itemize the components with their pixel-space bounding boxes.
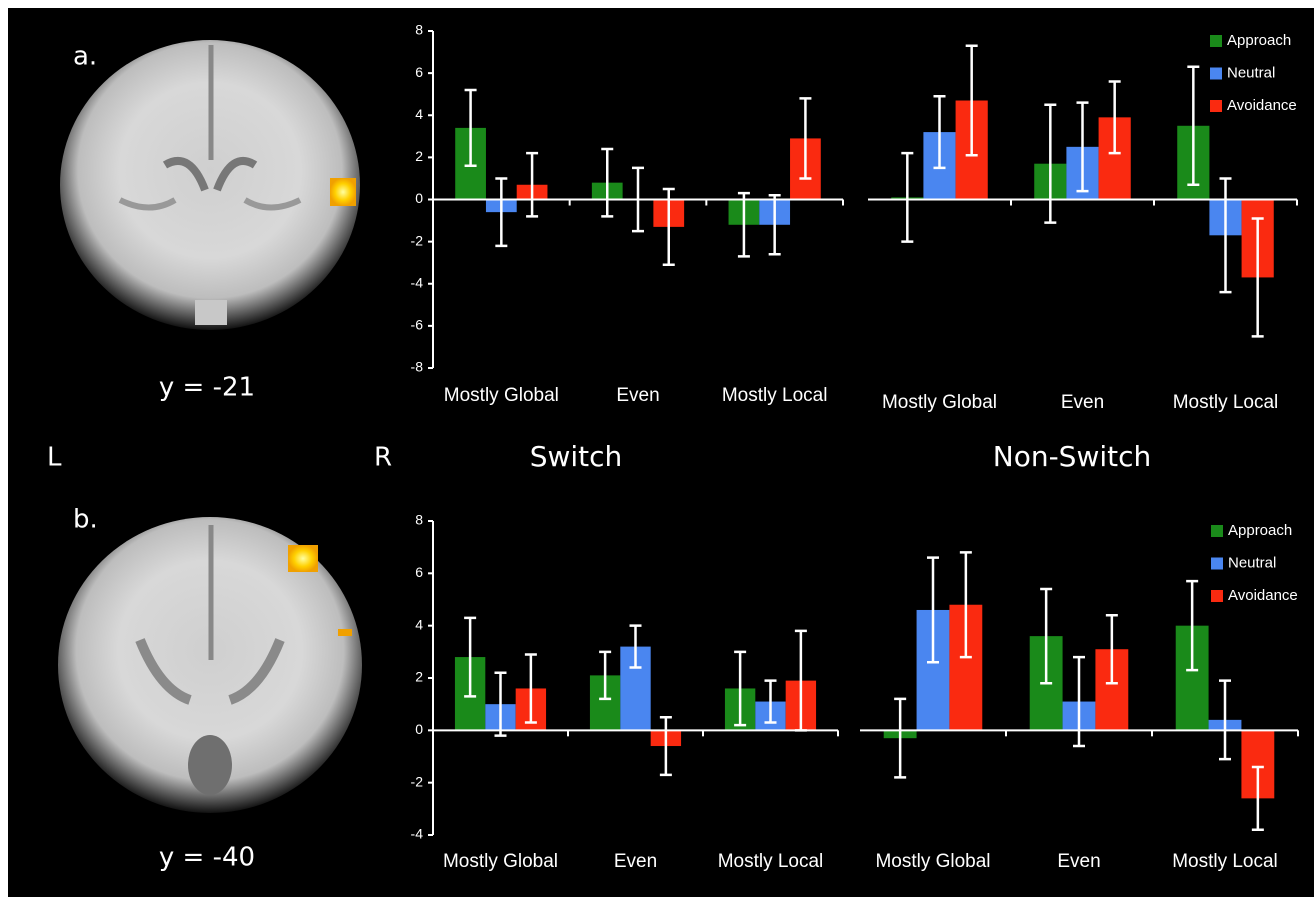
x-tick-label: Mostly Local	[718, 851, 824, 872]
y-tick-label: -4	[411, 826, 424, 842]
x-tick-label: Mostly Local	[1173, 392, 1279, 413]
y-tick-label: 8	[415, 512, 423, 528]
figure: a. b. y = -21 y = -40 L R Switch Non-Swi…	[0, 0, 1314, 897]
legend-swatch	[1210, 35, 1222, 47]
column-title: Non-Switch	[993, 440, 1152, 473]
legend-swatch	[1211, 525, 1223, 537]
y-tick-label: -2	[411, 773, 424, 789]
legend-label: Neutral	[1228, 554, 1276, 571]
y-tick-label: 4	[415, 616, 423, 632]
x-tick-label: Even	[1061, 392, 1104, 413]
legend-label: Approach	[1228, 522, 1292, 539]
x-tick-label: Mostly Local	[722, 385, 828, 406]
legend-label: Avoidance	[1228, 587, 1298, 604]
panel-label: a.	[73, 42, 97, 72]
x-tick-label: Mostly Global	[443, 851, 558, 872]
hemisphere-label: L	[47, 443, 62, 473]
coordinate-label: y = -21	[159, 373, 255, 403]
legend-label: Approach	[1227, 32, 1291, 49]
y-tick-label: 8	[415, 22, 423, 38]
brain-image-a	[30, 20, 390, 380]
x-tick-label: Mostly Global	[882, 392, 997, 413]
panel-label: b.	[73, 505, 98, 535]
coordinate-label: y = -40	[159, 843, 255, 873]
legend-swatch	[1211, 558, 1223, 570]
y-tick-label: 0	[415, 721, 423, 737]
legend-label: Neutral	[1227, 64, 1275, 81]
legend-swatch	[1211, 590, 1223, 602]
y-tick-label: 2	[415, 669, 423, 685]
y-tick-label: 4	[415, 106, 423, 122]
x-tick-label: Mostly Global	[875, 851, 990, 872]
x-tick-label: Even	[614, 851, 657, 872]
y-tick-label: 6	[415, 64, 423, 80]
x-tick-label: Mostly Global	[444, 385, 559, 406]
y-tick-label: -6	[411, 317, 424, 333]
x-tick-label: Mostly Local	[1172, 851, 1278, 872]
legend-swatch	[1210, 100, 1222, 112]
column-title: Switch	[530, 440, 623, 473]
y-tick-label: -2	[411, 232, 424, 248]
y-tick-label: -8	[411, 359, 424, 375]
x-tick-label: Even	[1057, 851, 1100, 872]
x-tick-label: Even	[616, 385, 659, 406]
hemisphere-label: R	[374, 443, 392, 473]
y-tick-label: -4	[411, 274, 424, 290]
legend-swatch	[1210, 68, 1222, 80]
legend-label: Avoidance	[1227, 97, 1297, 114]
y-tick-label: 6	[415, 564, 423, 580]
y-tick-label: 0	[415, 190, 423, 206]
y-tick-label: 2	[415, 148, 423, 164]
